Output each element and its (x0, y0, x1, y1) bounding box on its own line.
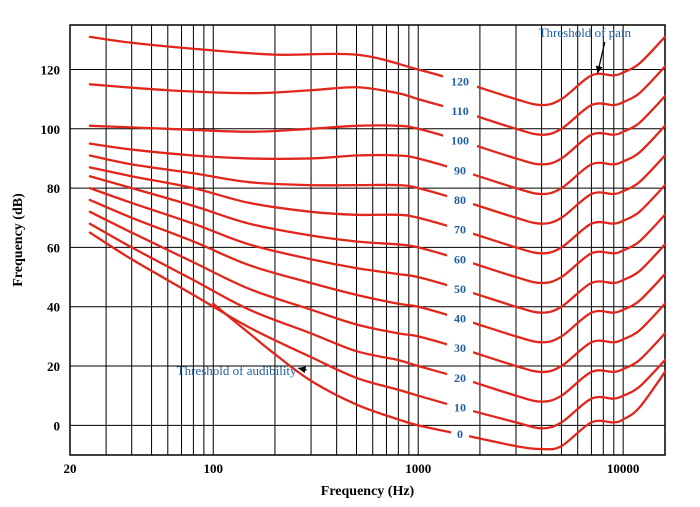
contour-label-20: 20 (454, 371, 466, 385)
contour-label-80: 80 (454, 193, 466, 207)
y-tick-label: 20 (47, 359, 60, 374)
y-axis-label: Frequency (dB) (11, 193, 26, 287)
y-tick-label: 80 (47, 181, 60, 196)
x-tick-label: 100 (204, 461, 224, 476)
contour-label-40: 40 (454, 312, 466, 326)
y-tick-label: 120 (41, 62, 61, 77)
contour-label-120: 120 (451, 74, 469, 88)
x-axis-label: Frequency (Hz) (321, 484, 415, 499)
contour-label-110: 110 (451, 104, 468, 118)
equal-loudness-chart: { "chart": { "type": "line", "width": 70… (0, 0, 700, 507)
y-tick-label: 100 (41, 122, 61, 137)
y-tick-label: 60 (47, 240, 60, 255)
chart-svg: 1201101009080706050403020100201001000100… (0, 0, 700, 507)
contour-label-50: 50 (454, 282, 466, 296)
contour-label-100: 100 (451, 134, 469, 148)
x-tick-label: 20 (64, 461, 77, 476)
y-tick-label: 40 (47, 300, 60, 315)
annotation-threshold-of-pain: Threshold of pain (539, 25, 632, 40)
contour-label-30: 30 (454, 341, 466, 355)
contour-label-70: 70 (454, 223, 466, 237)
contour-label-10: 10 (454, 401, 466, 415)
y-tick-label: 0 (54, 418, 61, 433)
x-tick-label: 1000 (405, 461, 431, 476)
contour-label-90: 90 (454, 163, 466, 177)
x-tick-label: 10000 (607, 461, 640, 476)
contour-label-0: 0 (457, 427, 463, 441)
annotation-threshold-of-audibility: Threshold of audibility (177, 363, 297, 378)
contour-label-60: 60 (454, 252, 466, 266)
